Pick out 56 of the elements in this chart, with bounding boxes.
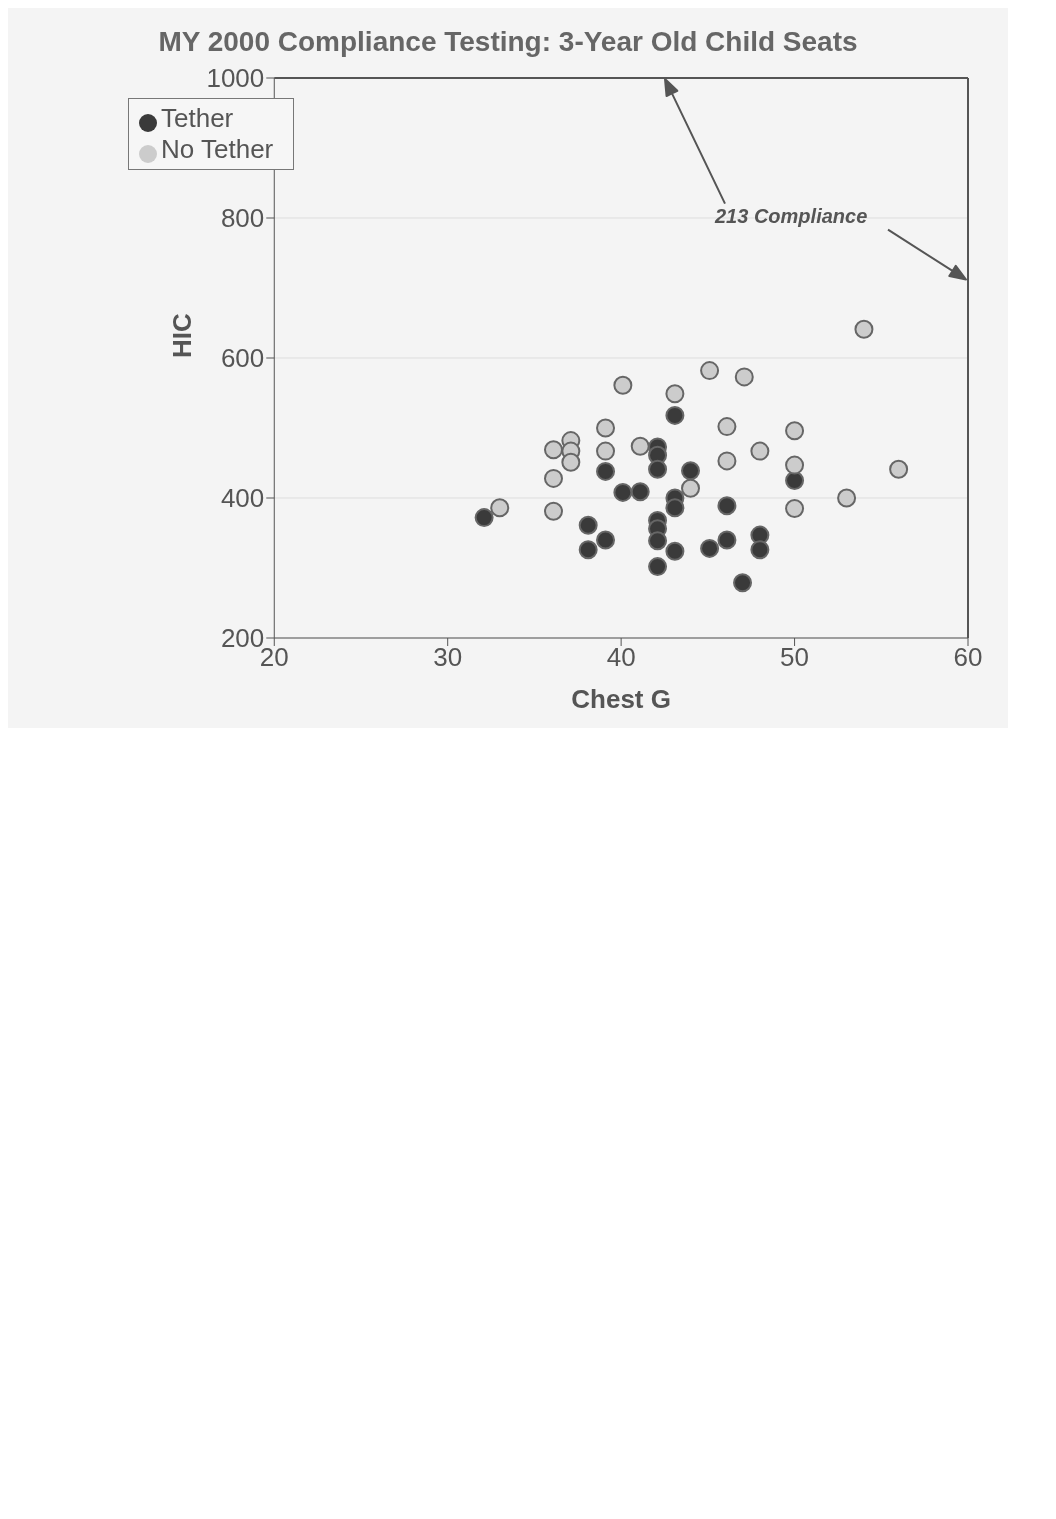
x-axis-title: Chest G [571, 684, 671, 714]
point [750, 441, 770, 461]
legend-label: Tether [161, 103, 234, 133]
legend-label: No Tether [161, 134, 274, 164]
point [490, 498, 510, 518]
point [785, 421, 805, 441]
x-tick-label: 30 [433, 642, 463, 673]
y-tick-label: 600 [220, 343, 265, 374]
point [889, 459, 909, 479]
point [665, 405, 685, 425]
point [700, 538, 720, 558]
annotation: 213 Compliance [715, 204, 868, 228]
point [543, 440, 563, 460]
point [561, 452, 581, 472]
point [717, 417, 737, 437]
point [630, 482, 650, 502]
point [596, 461, 616, 481]
point [648, 531, 668, 551]
point [596, 441, 616, 461]
point [596, 418, 616, 438]
point [700, 361, 720, 381]
point [750, 540, 770, 560]
point [837, 488, 857, 508]
y-axis-title: HIC [167, 313, 198, 358]
point [648, 459, 668, 479]
point [665, 498, 685, 518]
point [785, 471, 805, 490]
point [665, 384, 685, 404]
x-tick-label: 50 [780, 642, 810, 673]
point [681, 478, 701, 498]
chart-title: MY 2000 Compliance Testing: 3-Year Old Child Seats [157, 26, 859, 58]
point [733, 573, 753, 593]
y-tick-label: 400 [220, 483, 265, 514]
point [543, 468, 563, 488]
y-tick-label: 1000 [206, 63, 265, 94]
point [854, 319, 874, 339]
point [474, 508, 494, 528]
point [578, 540, 598, 560]
point [613, 375, 633, 395]
point [630, 436, 650, 456]
point [681, 461, 701, 481]
point [785, 455, 805, 475]
point [543, 501, 563, 521]
y-tick-label: 800 [220, 203, 265, 234]
point [648, 557, 668, 577]
x-tick-label: 40 [606, 642, 636, 673]
point [717, 496, 737, 516]
point [596, 530, 616, 550]
point [578, 515, 598, 535]
point [734, 367, 754, 387]
point [717, 530, 737, 550]
point [665, 541, 685, 561]
x-tick-label: 60 [953, 642, 983, 673]
point [785, 499, 805, 518]
point [613, 482, 633, 502]
point [717, 451, 737, 471]
